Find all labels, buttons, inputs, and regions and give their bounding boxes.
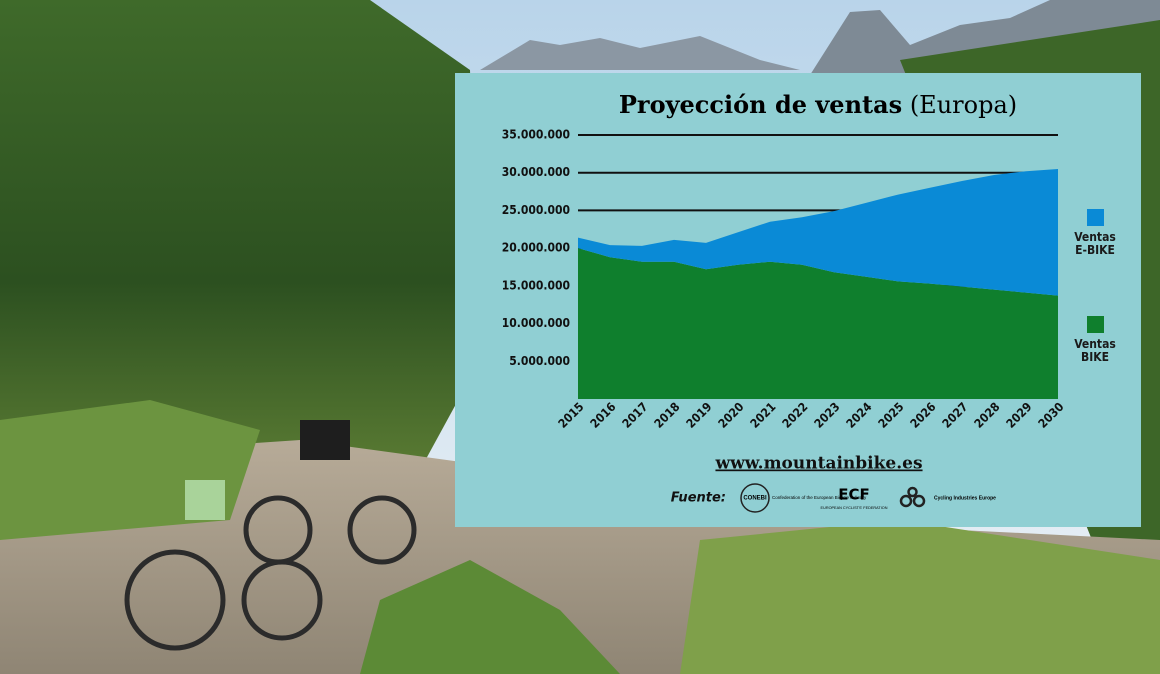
source-url: www.mountainbike.es [714, 454, 922, 474]
source-name: Cycling Industries Europe [934, 495, 996, 501]
source-name: ECF [838, 486, 870, 504]
legend-label: Ventas E-BIKE [1074, 230, 1116, 257]
y-tick-label: 5.000.000 [509, 354, 570, 368]
chart-title-group: Proyección de ventas (Europa) [619, 90, 1017, 120]
source-name: CONEBI [743, 496, 767, 502]
area [578, 248, 1058, 399]
y-tick-label: 10.000.000 [502, 316, 570, 330]
area [578, 168, 1058, 296]
legend-swatch [1087, 316, 1104, 333]
chart-subtitle: (Europa) [910, 91, 1017, 119]
y-tick-label: 15.000.000 [502, 278, 570, 292]
source-label: Fuente: [671, 491, 726, 506]
y-tick-label: 20.000.000 [502, 241, 570, 255]
cie-logo [899, 486, 926, 508]
source-name: EUROPEAN CYCLISTS' FEDERATION [821, 506, 888, 510]
y-tick-label: 30.000.000 [502, 165, 570, 179]
conebi-logo [740, 483, 770, 513]
legend-swatch [1087, 209, 1104, 226]
y-tick-label: 35.000.000 [502, 128, 570, 142]
chart-title: Proyección de ventas [619, 90, 902, 119]
y-tick-label: 25.000.000 [502, 203, 570, 217]
legend-label: Ventas BIKE [1074, 337, 1116, 364]
source-name: Confederation of the European Bicycle In… [772, 495, 867, 500]
